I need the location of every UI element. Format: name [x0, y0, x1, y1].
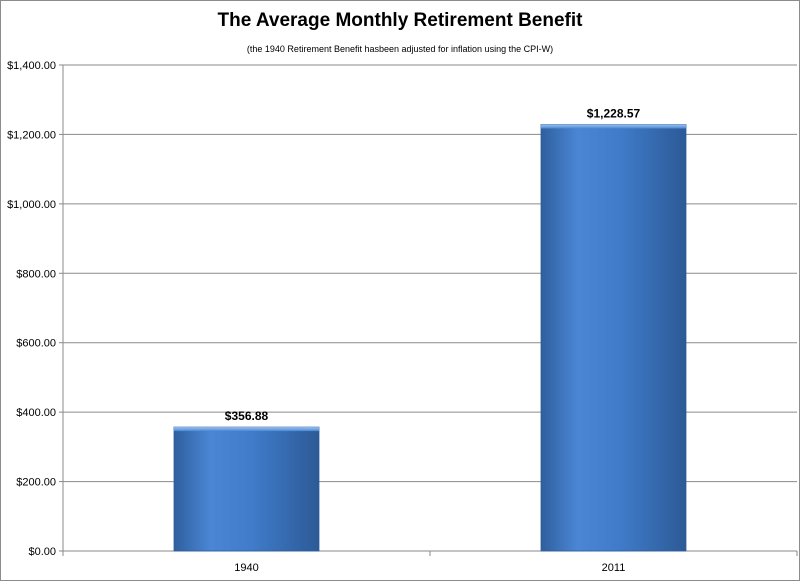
- chart-title: The Average Monthly Retirement Benefit: [217, 10, 583, 31]
- y-tick-label: $1,200.00: [7, 129, 56, 141]
- y-tick-label: $0.00: [28, 546, 56, 558]
- bar-1940: [173, 426, 320, 552]
- y-tick-label: $1,400.00: [7, 60, 56, 72]
- data-label: $1,228.57: [587, 107, 641, 121]
- x-tick-label: 2011: [602, 562, 626, 574]
- x-tick-label: 1940: [234, 562, 258, 574]
- y-tick-label: $800.00: [16, 268, 56, 280]
- chart-subtitle: (the 1940 Retirement Benefit hasbeen adj…: [246, 44, 554, 54]
- bar-top-highlight: [174, 427, 319, 432]
- data-label: $356.88: [225, 409, 269, 423]
- bar-top-highlight: [541, 124, 686, 129]
- y-tick-label: $400.00: [16, 407, 56, 419]
- bar-2011: [540, 124, 687, 552]
- y-tick-label: $1,000.00: [7, 199, 56, 211]
- y-tick-label: $600.00: [16, 338, 56, 350]
- y-tick-label: $200.00: [16, 477, 56, 489]
